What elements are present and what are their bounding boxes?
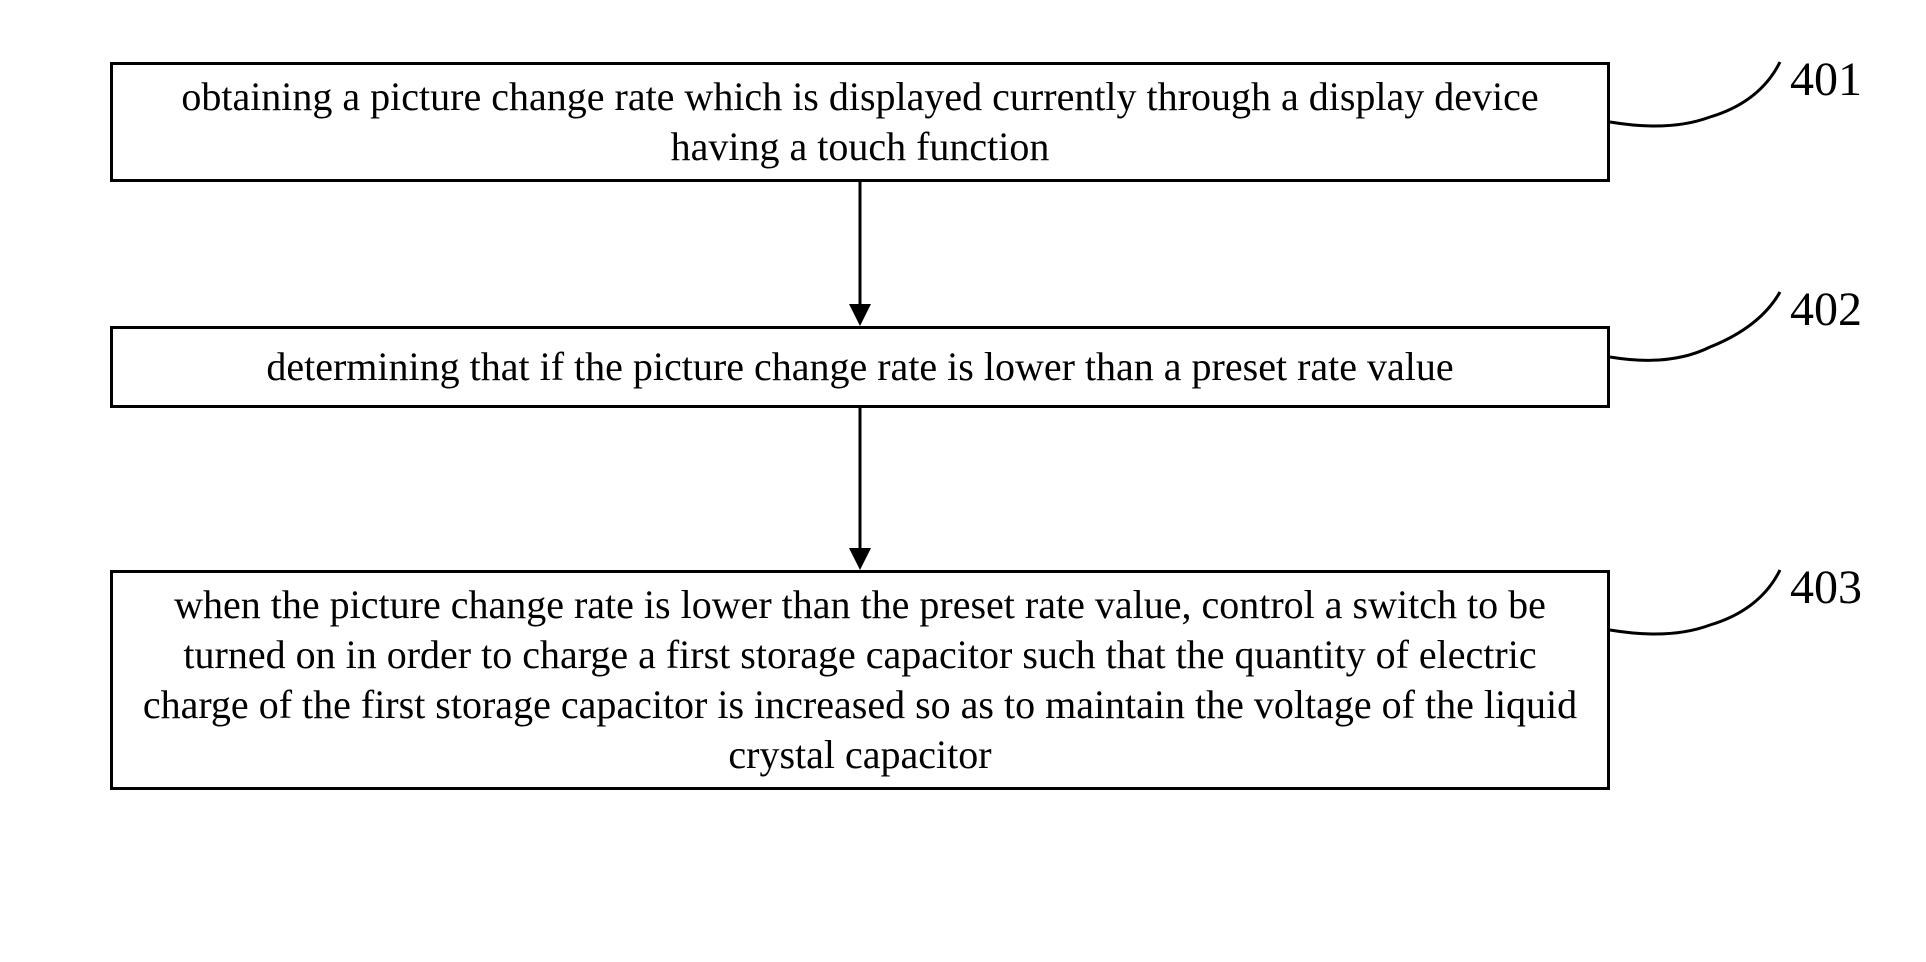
- flowchart-canvas: obtaining a picture change rate which is…: [0, 0, 1926, 962]
- callout-2: [1610, 292, 1790, 372]
- callout-3: [1610, 570, 1790, 650]
- step-2-text: determining that if the picture change r…: [266, 342, 1453, 392]
- arrow-2: [845, 408, 875, 570]
- step-2-box: determining that if the picture change r…: [110, 326, 1610, 408]
- step-3-box: when the picture change rate is lower th…: [110, 570, 1610, 790]
- arrow-1: [845, 182, 875, 326]
- step-1-text: obtaining a picture change rate which is…: [133, 72, 1587, 172]
- step-3-label: 403: [1790, 560, 1862, 615]
- step-2-label: 402: [1790, 282, 1862, 337]
- step-1-label: 401: [1790, 52, 1862, 107]
- step-3-text: when the picture change rate is lower th…: [133, 580, 1587, 780]
- callout-1: [1610, 62, 1790, 142]
- step-1-box: obtaining a picture change rate which is…: [110, 62, 1610, 182]
